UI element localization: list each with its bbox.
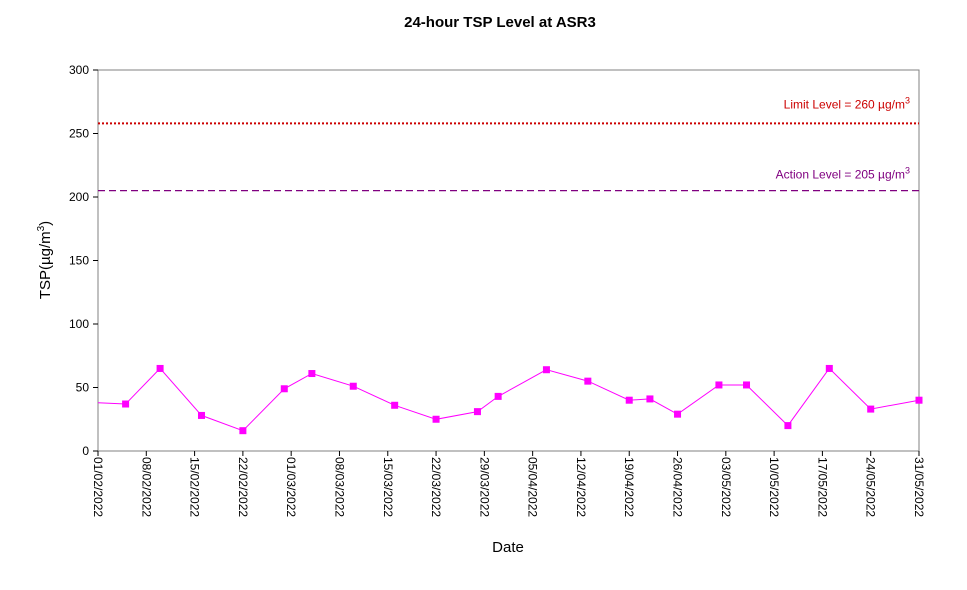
data-point (867, 405, 875, 413)
data-point (784, 422, 792, 430)
x-tick-label: 22/02/2022 (236, 457, 250, 517)
y-tick-label: 250 (69, 127, 89, 141)
x-tick-label: 08/03/2022 (332, 457, 346, 517)
reference-line-label-text: Action Level = 205 µg/m (776, 168, 905, 182)
data-point (391, 401, 399, 409)
data-point (432, 415, 440, 423)
data-point (825, 364, 833, 372)
data-point (308, 370, 316, 378)
x-axis-label: Date (492, 539, 524, 556)
x-tick-label: 29/03/2022 (477, 457, 491, 517)
data-point (280, 385, 288, 393)
data-point (715, 381, 723, 389)
x-tick-label: 31/05/2022 (912, 457, 926, 517)
x-tick-label: 19/04/2022 (622, 457, 636, 517)
data-point (542, 366, 550, 374)
reference-line-label-text: Limit Level = 260 µg/m (784, 97, 905, 111)
x-tick-label: 12/04/2022 (574, 457, 588, 517)
data-point (646, 395, 654, 403)
x-tick-label: 15/03/2022 (381, 457, 395, 517)
data-point (349, 382, 357, 390)
x-tick-label: 01/02/2022 (91, 457, 105, 517)
data-point (197, 411, 205, 419)
x-tick-label: 08/02/2022 (139, 457, 153, 517)
reference-line-label-sup: 3 (905, 166, 910, 176)
series-group (97, 364, 923, 435)
y-axis-label-sup: 3 (36, 225, 47, 231)
y-tick-label: 300 (69, 63, 89, 77)
reference-line-label: Action Level = 205 µg/m3 (776, 166, 910, 182)
x-tick-label: 17/05/2022 (815, 457, 829, 517)
x-axis: 01/02/2022 08/02/2022 15/02/2022 22/02/2022… (91, 451, 926, 517)
y-axis-label-main: TSP(µg/m (37, 231, 54, 299)
x-tick-label: 03/05/2022 (719, 457, 733, 517)
data-point (473, 408, 481, 416)
y-tick-label: 150 (69, 254, 89, 268)
y-axis-label-close: ) (37, 221, 54, 226)
x-tick-label: 05/04/2022 (526, 457, 540, 517)
data-point (494, 392, 502, 400)
x-tick-label: 22/03/2022 (429, 457, 443, 517)
plot-area (97, 69, 920, 452)
y-tick-label: 0 (82, 444, 89, 458)
reference-line-label: Limit Level = 260 µg/m3 (784, 95, 910, 111)
data-point (239, 427, 247, 435)
chart-title: 24-hour TSP Level at ASR3 (404, 14, 596, 31)
x-tick-label: 26/04/2022 (671, 457, 685, 517)
x-tick-label: 15/02/2022 (188, 457, 202, 517)
data-point (743, 381, 751, 389)
data-point (156, 364, 164, 372)
x-tick-label: 24/05/2022 (864, 457, 878, 517)
data-point (584, 377, 592, 385)
x-tick-label: 01/03/2022 (284, 457, 298, 517)
data-point (915, 396, 923, 404)
data-point (625, 396, 633, 404)
y-tick-label: 50 (76, 381, 90, 395)
y-tick-label: 200 (69, 190, 89, 204)
x-tick-label: 10/05/2022 (767, 457, 781, 517)
y-tick-label: 100 (69, 317, 89, 331)
data-point (674, 410, 682, 418)
data-point (122, 400, 130, 408)
reference-line-label-sup: 3 (905, 95, 910, 105)
y-axis-label: TSP(µg/m3) (36, 221, 54, 299)
y-axis: 0 50 100 150 200 250 300 (69, 63, 98, 458)
